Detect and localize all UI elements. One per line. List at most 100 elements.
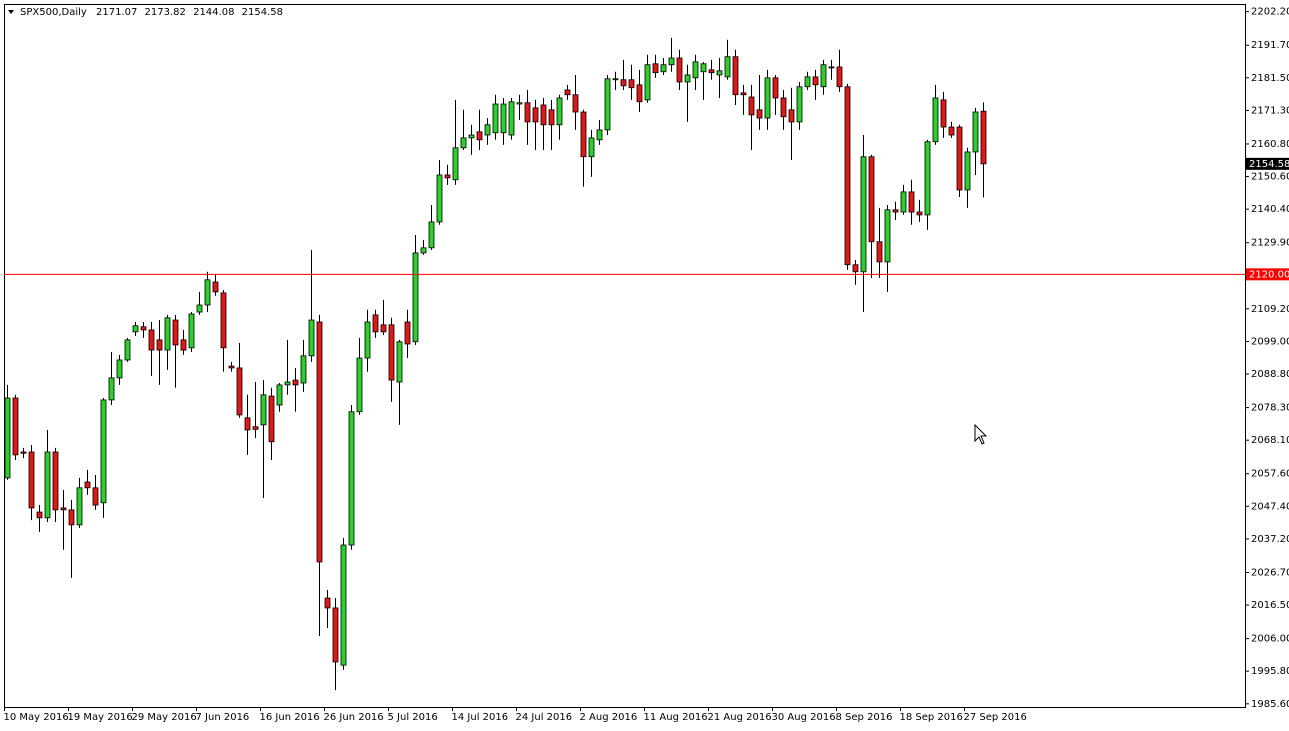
candle-body: [796, 86, 803, 123]
candle-body: [956, 126, 963, 191]
candle-body: [612, 78, 619, 81]
x-tick-label: 8 Sep 2016: [836, 712, 893, 723]
candle-body: [700, 63, 707, 73]
y-tick-label: 2150.60: [1251, 172, 1289, 183]
candle-body: [372, 314, 379, 333]
candle-body: [980, 110, 987, 165]
candle-body: [4, 397, 11, 479]
title-arrow: [8, 10, 14, 14]
candle-body: [828, 66, 835, 69]
candle-body: [916, 211, 923, 216]
y-tick-label: 2006.00: [1251, 634, 1289, 645]
candle-body: [604, 78, 611, 131]
candle-body: [876, 241, 883, 263]
candle-body: [636, 84, 643, 103]
x-tick-label: 7 Jun 2016: [196, 712, 250, 723]
candle-body: [556, 97, 563, 126]
x-tick-label: 27 Sep 2016: [964, 712, 1027, 723]
candle-body: [804, 76, 811, 88]
candle-body: [508, 101, 515, 136]
candle-body: [44, 451, 51, 519]
x-tick-label: 26 Jun 2016: [324, 712, 384, 723]
candle-body: [644, 64, 651, 101]
symbol: SPX500,Daily: [20, 7, 87, 18]
candle-body: [228, 365, 235, 369]
candle-body: [204, 279, 211, 306]
candle-body: [524, 102, 531, 123]
level-label-box: [1246, 268, 1289, 281]
candle-body: [860, 156, 867, 273]
plot-frame: [4, 4, 1246, 708]
price-box: [1246, 157, 1289, 170]
candle-body: [596, 129, 603, 141]
candle-body: [620, 79, 627, 87]
candle-body: [780, 97, 787, 118]
y-tick-label: 1985.60: [1251, 699, 1289, 710]
candle-body: [908, 191, 915, 213]
candle-body: [884, 209, 891, 263]
candle-body: [460, 137, 467, 149]
candle-body: [420, 247, 427, 254]
candle-body: [284, 381, 291, 386]
y-tick-label: 1995.80: [1251, 666, 1289, 677]
candle-body: [676, 57, 683, 83]
candle-body: [844, 86, 851, 266]
candle-body: [436, 174, 443, 223]
x-tick-label: 14 Jul 2016: [452, 712, 509, 723]
candle-body: [212, 281, 219, 293]
candle-body: [940, 99, 947, 128]
x-tick-label: 5 Jul 2016: [388, 712, 438, 723]
candle-body: [84, 481, 91, 489]
candle-body: [548, 109, 555, 126]
candle-body: [516, 102, 523, 105]
candle-body: [108, 377, 115, 401]
candle-body: [788, 109, 795, 123]
candle-body: [772, 77, 779, 99]
candle-body: [812, 76, 819, 86]
candle-body: [156, 339, 163, 351]
candle-body: [396, 341, 403, 383]
candle-body: [820, 64, 827, 88]
y-tick-label: 2016.50: [1251, 600, 1289, 611]
candle-body: [260, 394, 267, 426]
y-tick-label: 2099.00: [1251, 336, 1289, 347]
candle-body: [708, 69, 715, 74]
candle-body: [660, 64, 667, 73]
candle-body: [76, 487, 83, 526]
x-tick-label: 30 Aug 2016: [772, 712, 836, 723]
candle-body: [164, 317, 171, 351]
candle-body: [588, 137, 595, 158]
candle-body: [652, 63, 659, 74]
candle-body: [268, 395, 275, 443]
candle-body: [684, 74, 691, 83]
candle-body: [484, 124, 491, 136]
y-tick-label: 2068.10: [1251, 435, 1289, 446]
y-tick-label: 2109.20: [1251, 304, 1289, 315]
candle-body: [124, 339, 131, 361]
candle-body: [60, 507, 67, 511]
x-tick-label: 11 Aug 2016: [644, 712, 708, 723]
candle-body: [36, 511, 43, 519]
candle-body: [412, 252, 419, 343]
y-tick-label: 2202.20: [1251, 7, 1289, 18]
candle-body: [348, 411, 355, 546]
candle-body: [692, 61, 699, 79]
candle-body: [756, 109, 763, 119]
candle-body: [580, 111, 587, 158]
candle-body: [244, 417, 251, 431]
candle-body: [316, 321, 323, 563]
candle-body: [132, 325, 139, 333]
candle-body: [180, 339, 187, 351]
candle-body: [572, 94, 579, 113]
price-label: 2154.58: [1249, 159, 1289, 170]
candle-body: [308, 319, 315, 357]
candle-body: [732, 56, 739, 96]
candle-body: [764, 77, 771, 119]
x-tick-label: 18 Sep 2016: [900, 712, 963, 723]
candle-body: [140, 326, 147, 331]
candles: [4, 37, 987, 691]
candle-body: [172, 319, 179, 346]
candle-body: [564, 89, 571, 96]
